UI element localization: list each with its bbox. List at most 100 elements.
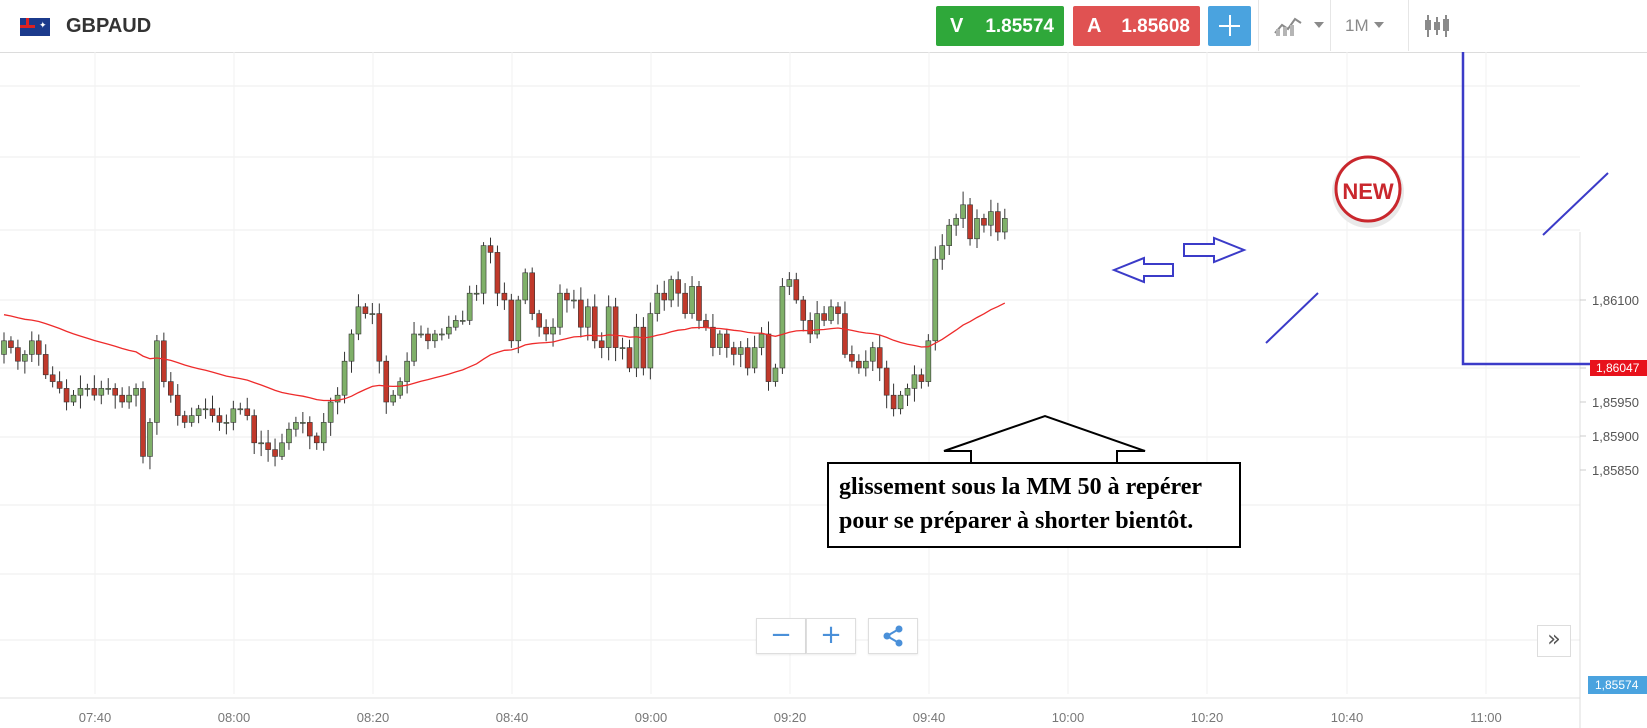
candle-body <box>974 218 980 240</box>
zoom-box-annotation <box>1461 52 1647 366</box>
sell-button[interactable]: V 1.85574 <box>936 6 1064 46</box>
slope-line-annotation <box>1265 292 1319 344</box>
candle-body <box>237 408 244 411</box>
candle-body <box>84 388 91 390</box>
candle-body <box>258 442 264 445</box>
candle-body <box>8 340 14 348</box>
candle-body <box>765 333 772 382</box>
scroll-to-end-button[interactable]: » <box>1537 625 1571 657</box>
gb-au-flag-icon: ✦ <box>20 18 50 36</box>
candle-body <box>925 340 932 382</box>
candle-body <box>223 422 230 424</box>
candle-body <box>425 333 431 342</box>
candle-body <box>807 320 814 335</box>
candle-body <box>515 299 522 342</box>
candle-body <box>188 415 195 423</box>
candle-body <box>668 279 675 301</box>
candle-body <box>557 292 563 328</box>
candle-body <box>710 326 716 348</box>
candle-body <box>244 408 251 416</box>
candle-body <box>800 299 807 321</box>
candle-body <box>334 394 341 403</box>
chevron-down-icon <box>1374 22 1384 28</box>
candle-body <box>744 347 751 369</box>
candle-body <box>22 354 28 362</box>
candle-body <box>28 340 35 355</box>
candle-body <box>376 313 383 362</box>
candle-body <box>619 347 626 349</box>
candle-body <box>181 415 188 423</box>
x-tick-label: 09:00 <box>635 710 668 725</box>
slope-line-zoom-annotation <box>1542 172 1609 236</box>
x-tick-label: 08:00 <box>218 710 251 725</box>
crosshair-icon-vertical <box>1229 15 1231 36</box>
candle-body <box>161 340 167 382</box>
top-toolbar: ✦ GBPAUD V 1.85574 A 1.85608 1M <box>0 0 1647 53</box>
candle-body <box>856 360 862 369</box>
last-price-box <box>1590 360 1647 376</box>
buy-price: 1.85608 <box>1121 16 1190 37</box>
candle-body <box>487 245 494 253</box>
price-chart[interactable]: 07:40 08:00 08:20 08:40 09:00 09:20 09:40 10:00… <box>0 52 1647 728</box>
candle-body <box>529 272 536 314</box>
flag-cross-vertical <box>26 18 29 27</box>
x-tick-label: 07:40 <box>79 710 112 725</box>
candle-body <box>306 422 313 437</box>
candle-body <box>605 306 612 348</box>
zoom-in-button[interactable]: + <box>806 618 856 654</box>
candle-body <box>300 422 306 424</box>
candle-body <box>168 381 174 396</box>
candle-body <box>369 313 376 315</box>
candle-body <box>786 279 793 287</box>
sell-price: 1.85574 <box>985 16 1054 37</box>
candle-body <box>404 360 410 382</box>
candle-body <box>418 333 424 336</box>
candle-body <box>279 442 285 457</box>
candle-body <box>876 347 883 369</box>
timeframe-dropdown[interactable]: 1M <box>1330 0 1409 51</box>
candle-body <box>946 224 953 246</box>
candle-body <box>459 320 466 322</box>
candle-body <box>1 340 7 355</box>
candle-body <box>480 245 487 294</box>
candle-body <box>682 292 688 314</box>
x-tick-label: 08:40 <box>496 710 529 725</box>
candle-body <box>341 360 348 396</box>
candle-body <box>202 408 209 411</box>
candle-body <box>35 340 42 355</box>
candle-body <box>696 286 702 321</box>
candle-body <box>661 292 668 301</box>
chart-type-dropdown[interactable] <box>1258 0 1331 51</box>
candle-style-dropdown[interactable] <box>1408 0 1464 51</box>
candle-body <box>473 292 480 295</box>
instrument-symbol[interactable]: GBPAUD <box>66 15 152 37</box>
share-button[interactable] <box>868 618 918 654</box>
candle-body <box>730 347 737 355</box>
candle-body <box>751 347 758 369</box>
candle-body <box>126 394 132 403</box>
candle-body <box>612 306 619 348</box>
candle-body <box>140 388 146 457</box>
zoom-out-button[interactable]: − <box>756 618 806 654</box>
candle-body <box>147 422 153 457</box>
candle-body <box>230 408 237 423</box>
candle-body <box>105 388 112 390</box>
crosshair-button[interactable] <box>1208 6 1251 46</box>
buy-button[interactable]: A 1.85608 <box>1073 6 1200 46</box>
x-tick-label: 11:00 <box>1470 710 1502 725</box>
candle-body <box>439 333 445 336</box>
candle-body <box>821 313 827 321</box>
candle-body <box>842 313 848 355</box>
candle-body <box>445 326 452 335</box>
x-tick-label: 09:40 <box>913 710 946 725</box>
x-tick-label: 10:00 <box>1052 710 1085 725</box>
candle-body <box>564 292 570 301</box>
new-sticker-text: NEW <box>1342 179 1394 204</box>
candle-body <box>995 211 1001 233</box>
arrow-up-annotation <box>943 414 1146 472</box>
candle-body <box>15 347 21 362</box>
candle-body <box>723 333 730 348</box>
chevron-down-icon <box>1314 22 1324 28</box>
last-price-label: 1,86047 <box>1596 361 1640 375</box>
candle-body <box>883 367 890 396</box>
